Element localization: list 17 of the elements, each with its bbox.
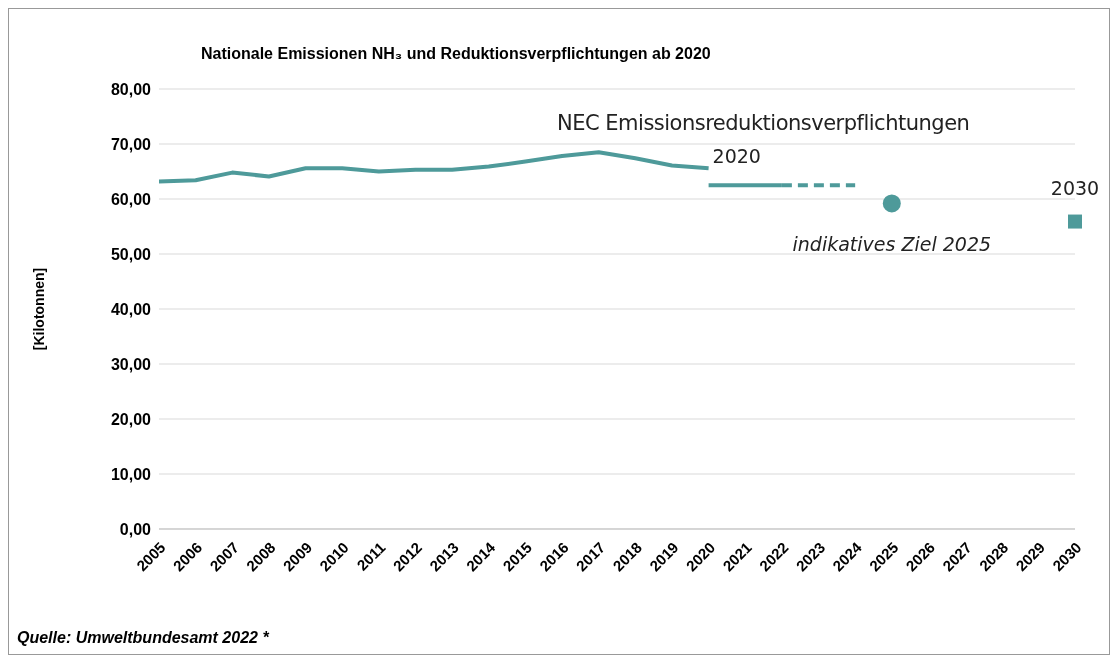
series-label: 2030	[1050, 177, 1100, 200]
series-label: indikatives Ziel 2025	[792, 232, 992, 255]
y-tick-label: 20,00	[110, 410, 152, 428]
source-note: Quelle: Umweltbundesamt 2022 *	[17, 629, 269, 646]
chart-title: Nationale Emissionen NH₃ und Reduktionsverpflichtungen ab 2020	[201, 45, 711, 62]
line-series	[157, 150, 711, 184]
y-tick-label: 80,00	[110, 80, 152, 98]
y-tick-label: 30,00	[110, 355, 152, 373]
series-label: 2020	[712, 145, 761, 168]
y-tick-label: 10,00	[110, 465, 152, 483]
y-tick-label: 0,00	[119, 520, 152, 538]
y-tick-label: 70,00	[110, 135, 152, 153]
y-axis-title: [Kilotonnen]	[30, 267, 47, 351]
y-tick-label: 50,00	[110, 245, 152, 263]
y-tick-label: 60,00	[110, 190, 152, 208]
y-tick-label: 40,00	[110, 300, 152, 318]
annotation: NEC Emissionsreduktionsverpflichtungen	[557, 111, 970, 135]
